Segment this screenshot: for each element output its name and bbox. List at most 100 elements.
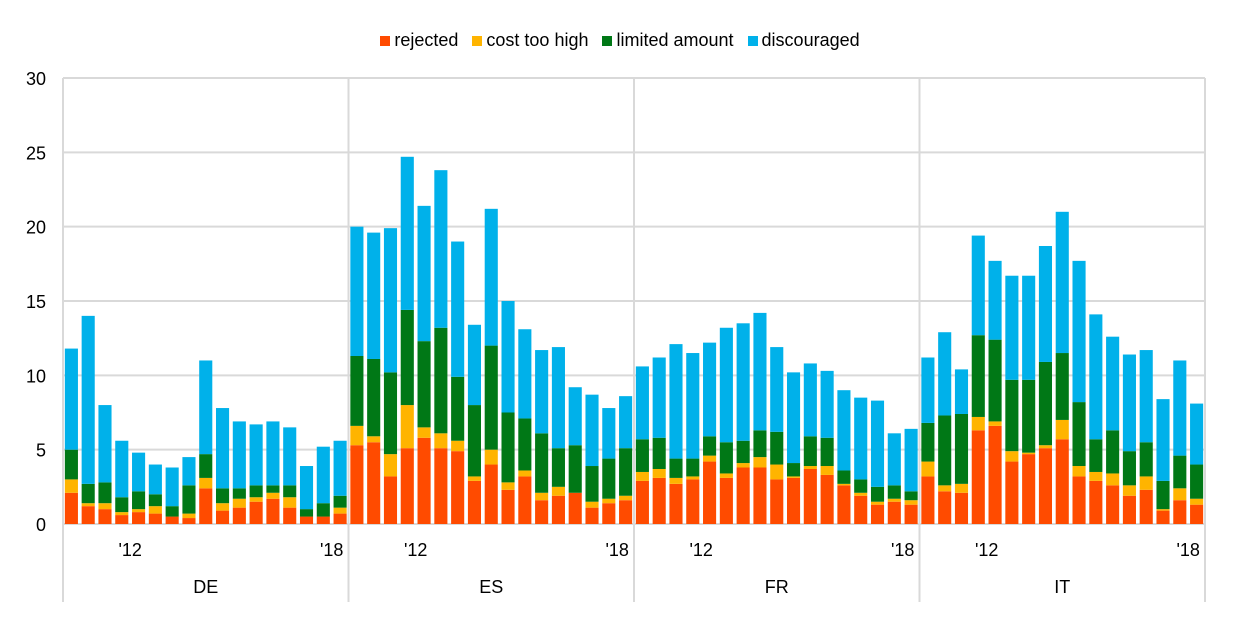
bar-segment-de-rejected [316, 516, 330, 524]
bar-segment-it-limited-amount [1055, 353, 1069, 420]
bar-segment-de-limited-amount [283, 485, 297, 498]
bar-segment-it-discouraged [1106, 336, 1120, 431]
bar-segment-de-cost-too-high [249, 497, 263, 502]
bar-segment-it-discouraged [1089, 314, 1103, 440]
y-tick-label: 15 [26, 292, 46, 312]
x-tick-label: '12 [404, 540, 427, 560]
bar-segment-it-discouraged [1139, 350, 1153, 443]
bar-segment-fr-rejected [820, 474, 834, 524]
bar-segment-es-cost-too-high [383, 454, 398, 477]
bar-segment-fr-limited-amount [837, 470, 851, 484]
bar-segment-es-rejected [400, 448, 414, 524]
bar-segment-it-rejected [988, 425, 1002, 524]
bar-segment-de-limited-amount [199, 454, 213, 478]
bar-segment-es-cost-too-high [451, 440, 465, 452]
bar-segment-de-rejected [132, 512, 146, 524]
bar-segment-it-cost-too-high [988, 421, 1002, 426]
bar-segment-de-limited-amount [215, 488, 230, 504]
bar-segment-es-discouraged [434, 170, 448, 328]
bar-segment-it-rejected [1139, 489, 1153, 524]
bar-segment-it-rejected [1190, 504, 1204, 524]
bar-segment-de-discouraged [64, 348, 78, 450]
bar-segment-it-limited-amount [1173, 455, 1187, 489]
bar-segment-es-limited-amount [568, 445, 582, 493]
bar-segment-it-limited-amount [1022, 379, 1036, 453]
bar-segment-it-rejected [1173, 500, 1187, 524]
panel-label-fr: FR [765, 577, 789, 597]
bar-segment-fr-discouraged [904, 428, 918, 492]
bar-segment-de-cost-too-high [115, 512, 129, 516]
bar-segment-es-limited-amount [551, 448, 565, 487]
legend-label: cost too high [486, 30, 589, 50]
bar-segment-es-rejected [619, 500, 633, 524]
bar-segment-es-limited-amount [400, 309, 414, 406]
legend-label: discouraged [761, 30, 860, 50]
bar-segment-fr-discouraged [786, 372, 801, 464]
bar-segment-de-discouraged [232, 421, 246, 489]
bar-segment-fr-rejected [736, 467, 750, 524]
bar-segment-es-discouraged [518, 329, 532, 419]
bar-segment-fr-rejected [669, 483, 683, 524]
bar-segment-fr-rejected [770, 479, 784, 524]
bar-segment-de-limited-amount [316, 503, 330, 517]
bar-segment-de-discouraged [148, 464, 162, 495]
bar-segment-it-cost-too-high [1190, 498, 1204, 505]
bar-segment-it-discouraged [1005, 275, 1019, 380]
bar-segment-it-limited-amount [1122, 451, 1136, 486]
bar-segment-de-limited-amount [132, 491, 146, 510]
bar-segment-es-rejected [467, 480, 482, 524]
bar-segment-fr-cost-too-high [652, 468, 666, 478]
bar-segment-it-cost-too-high [1038, 445, 1053, 449]
bar-segment-de-rejected [81, 506, 95, 524]
legend-label: rejected [394, 30, 459, 50]
bar-segment-fr-rejected [686, 479, 700, 524]
bar-segment-es-cost-too-high [484, 449, 498, 465]
bar-segment-es-limited-amount [535, 433, 549, 493]
bar-segment-de-discouraged [165, 467, 179, 507]
bar-segment-es-cost-too-high [350, 425, 364, 446]
bar-segment-it-limited-amount [971, 335, 985, 417]
panel-label-it: IT [1054, 577, 1070, 597]
bar-segment-de-limited-amount [98, 482, 112, 504]
bar-segment-it-cost-too-high [1173, 488, 1187, 501]
bar-segment-it-rejected [921, 476, 935, 524]
bar-segment-de-cost-too-high [64, 479, 78, 493]
bar-segment-it-rejected [1156, 510, 1170, 524]
bar-segment-fr-limited-amount [686, 458, 700, 477]
bar-segment-fr-discouraged [770, 347, 784, 432]
y-tick-label: 10 [26, 366, 46, 386]
bar-segment-es-discouraged [417, 205, 431, 342]
bar-segment-es-cost-too-high [585, 501, 599, 508]
bar-segment-de-rejected [215, 510, 230, 524]
bar-segment-it-rejected [1055, 439, 1069, 524]
bar-segment-fr-rejected [837, 485, 851, 524]
bar-segment-es-discouraged [400, 156, 414, 310]
bar-segment-de-rejected [148, 513, 162, 524]
bar-segment-it-limited-amount [1106, 430, 1120, 474]
legend-swatch-discouraged [747, 35, 758, 46]
bar-segment-fr-cost-too-high [786, 476, 801, 478]
bar-segment-de-cost-too-high [98, 503, 112, 510]
bar-segment-fr-discouraged [837, 390, 851, 471]
bar-segment-es-discouraged [383, 228, 398, 373]
bar-segment-fr-limited-amount [904, 491, 918, 501]
bar-segment-fr-rejected [719, 477, 733, 524]
y-tick-label: 5 [36, 441, 46, 461]
bar-segment-es-cost-too-high [551, 486, 565, 496]
bar-segment-es-discouraged [501, 301, 515, 413]
bar-segment-de-cost-too-high [199, 477, 213, 489]
bar-segment-it-discouraged [971, 235, 985, 336]
bar-segment-es-limited-amount [383, 372, 398, 455]
bar-segment-de-discouraged [249, 424, 263, 486]
bar-segment-fr-cost-too-high [904, 500, 918, 505]
legend-swatch-rejected [380, 35, 391, 46]
bar-segment-de-discouraged [215, 408, 230, 489]
bar-segment-it-cost-too-high [1072, 466, 1086, 477]
bar-segment-es-rejected [501, 489, 515, 524]
bar-segment-it-discouraged [938, 332, 952, 416]
bar-segment-de-cost-too-high [148, 506, 162, 514]
bar-segment-de-limited-amount [81, 483, 95, 504]
bar-segment-fr-limited-amount [870, 486, 885, 502]
bar-segment-it-rejected [1072, 476, 1086, 524]
bar-segment-fr-cost-too-high [736, 463, 750, 468]
